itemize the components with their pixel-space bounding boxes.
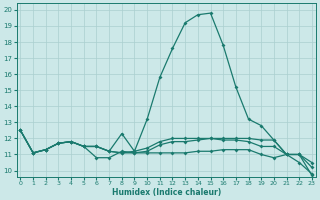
X-axis label: Humidex (Indice chaleur): Humidex (Indice chaleur) — [112, 188, 221, 197]
